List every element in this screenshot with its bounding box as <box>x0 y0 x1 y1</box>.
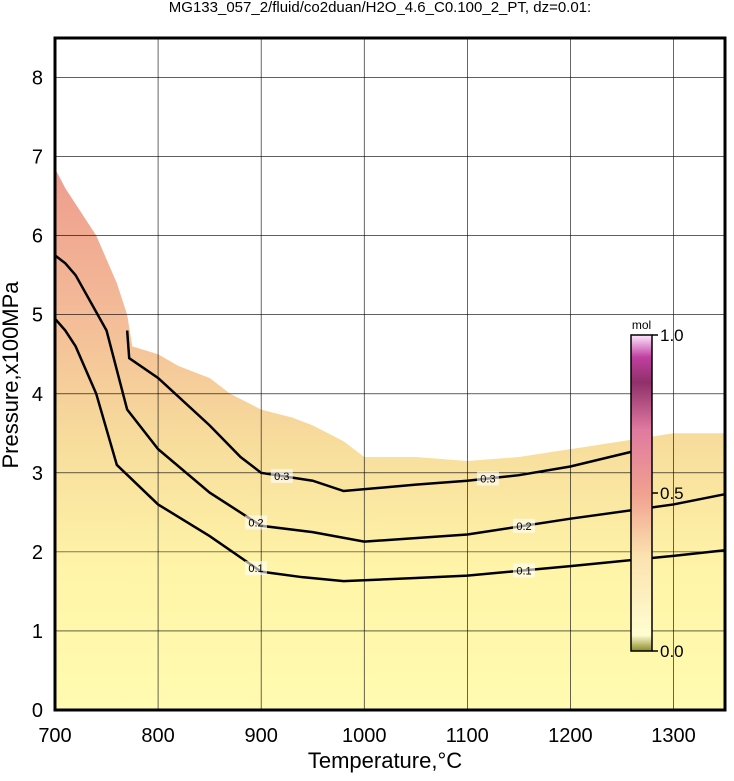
y-tick-label: 7 <box>32 147 43 169</box>
colorbar-tick-label: 0.0 <box>660 642 684 661</box>
contour-label-bg <box>513 518 535 533</box>
colorbar-tick-label: 0.5 <box>660 484 684 503</box>
colorbar-label: mol <box>632 318 651 332</box>
contour-label: 0.3 <box>480 474 495 486</box>
y-tick-label: 1 <box>32 621 43 643</box>
colorbar <box>630 334 653 652</box>
x-tick-label: 800 <box>141 725 174 747</box>
contour-label: 0.3 <box>274 471 289 483</box>
y-tick-label: 8 <box>32 68 43 90</box>
x-tick-label: 900 <box>244 725 277 747</box>
y-tick-label: 3 <box>32 463 43 485</box>
plot-frame <box>53 36 727 712</box>
data-region <box>55 168 725 711</box>
contour-label: 0.2 <box>248 517 263 529</box>
y-tick-label: 0 <box>32 700 43 722</box>
contour-label-bg <box>476 471 499 486</box>
y-tick-label: 5 <box>32 305 43 327</box>
contour-label-bg <box>245 515 267 530</box>
y-tick-label: 2 <box>32 542 43 564</box>
contour-line <box>125 330 643 493</box>
chart-title: MG133_057_2/fluid/co2duan/H2O_4.6_C0.100… <box>169 0 591 16</box>
x-tick-label: 1300 <box>651 725 696 747</box>
x-tick-label: 1100 <box>446 725 489 747</box>
x-tick-label: 700 <box>38 725 71 747</box>
y-axis-label: Pressure,x100MPa <box>0 281 23 469</box>
x-tick-label: 1000 <box>342 725 387 747</box>
contour-label-bg <box>270 468 293 483</box>
x-axis-label: Temperature,°C <box>308 748 462 773</box>
contour-label-bg <box>245 561 267 576</box>
colorbar-tick-label: 1.0 <box>660 326 684 345</box>
x-tick-label: 1200 <box>548 725 593 747</box>
contour-label: 0.2 <box>516 521 531 533</box>
contour-label: 0.1 <box>516 565 531 577</box>
y-tick-label: 4 <box>32 384 43 406</box>
contour-label-bg <box>513 563 535 578</box>
y-tick-label: 6 <box>32 226 43 248</box>
contour-label: 0.1 <box>248 563 263 575</box>
contour-line <box>54 254 726 543</box>
